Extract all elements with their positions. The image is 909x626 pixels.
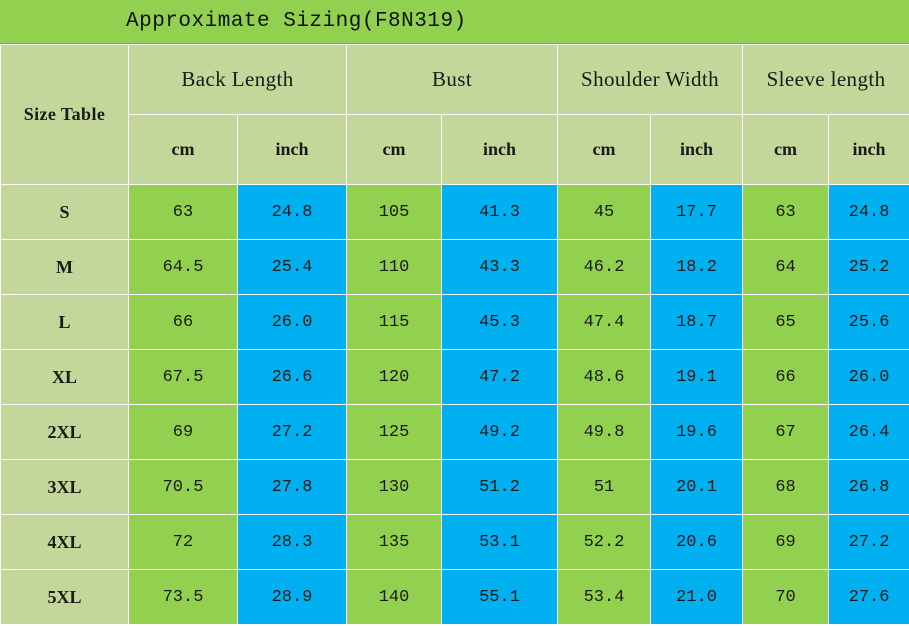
bust-cm-cell: 110: [346, 239, 443, 295]
sleeve-length-cm-cell: 68: [742, 459, 830, 515]
bust-cm-cell: 115: [346, 294, 443, 350]
table-row: XL 67.5 26.6 120 47.2 48.6 19.1 66 26.0: [0, 349, 909, 405]
back-length-cm-cell: 73.5: [128, 569, 238, 625]
back-length-inch-cell: 25.4: [236, 239, 348, 295]
header-unit-row: cm inch cm inch cm inch cm inch: [1, 114, 909, 185]
table-row: S 63 24.8 105 41.3 45 17.7 63 24.8: [0, 184, 909, 240]
shoulder-width-inch-cell: 20.1: [650, 459, 744, 515]
size-label: 4XL: [0, 514, 129, 570]
bust-cm-cell: 120: [346, 349, 443, 405]
size-table-header: Size Table: [0, 44, 129, 185]
unit-header-cm: cm: [557, 114, 652, 185]
table-row: M 64.5 25.4 110 43.3 46.2 18.2 64 25.2: [0, 239, 909, 295]
sleeve-length-cm-cell: 64: [742, 239, 830, 295]
unit-header-inch: inch: [441, 114, 559, 185]
bust-inch-cell: 41.3: [441, 184, 559, 240]
back-length-cm-cell: 70.5: [128, 459, 238, 515]
size-label: 3XL: [0, 459, 129, 515]
unit-header-cm: cm: [742, 114, 830, 185]
header-sleeve-length: Sleeve length: [742, 44, 909, 115]
header-shoulder-width: Shoulder Width: [557, 44, 744, 115]
sleeve-length-inch-cell: 24.8: [828, 184, 909, 240]
table-row: L 66 26.0 115 45.3 47.4 18.7 65 25.6: [0, 294, 909, 350]
bust-inch-cell: 49.2: [441, 404, 559, 460]
sleeve-length-cm-cell: 67: [742, 404, 830, 460]
back-length-cm-cell: 72: [128, 514, 238, 570]
shoulder-width-cm-cell: 45: [557, 184, 652, 240]
shoulder-width-inch-cell: 17.7: [650, 184, 744, 240]
back-length-inch-cell: 26.6: [236, 349, 348, 405]
bust-cm-cell: 105: [346, 184, 443, 240]
sleeve-length-inch-cell: 27.2: [828, 514, 909, 570]
unit-header-inch: inch: [650, 114, 744, 185]
shoulder-width-inch-cell: 19.6: [650, 404, 744, 460]
size-label: 2XL: [0, 404, 129, 460]
bust-inch-cell: 47.2: [441, 349, 559, 405]
shoulder-width-inch-cell: 18.2: [650, 239, 744, 295]
size-label: S: [0, 184, 129, 240]
back-length-inch-cell: 24.8: [236, 184, 348, 240]
bust-cm-cell: 130: [346, 459, 443, 515]
back-length-inch-cell: 26.0: [236, 294, 348, 350]
sleeve-length-inch-cell: 25.2: [828, 239, 909, 295]
back-length-cm-cell: 63: [128, 184, 238, 240]
size-table: Size Table Back Length Bust Shoulder Wid…: [0, 44, 909, 625]
sleeve-length-inch-cell: 25.6: [828, 294, 909, 350]
table-row: 4XL 72 28.3 135 53.1 52.2 20.6 69 27.2: [0, 514, 909, 570]
size-label: XL: [0, 349, 129, 405]
header-bust: Bust: [346, 44, 559, 115]
back-length-cm-cell: 66: [128, 294, 238, 350]
sleeve-length-inch-cell: 26.4: [828, 404, 909, 460]
table-row: 3XL 70.5 27.8 130 51.2 51 20.1 68 26.8: [0, 459, 909, 515]
shoulder-width-inch-cell: 21.0: [650, 569, 744, 625]
sleeve-length-cm-cell: 69: [742, 514, 830, 570]
shoulder-width-cm-cell: 51: [557, 459, 652, 515]
shoulder-width-inch-cell: 20.6: [650, 514, 744, 570]
back-length-inch-cell: 27.8: [236, 459, 348, 515]
bust-cm-cell: 125: [346, 404, 443, 460]
bust-inch-cell: 45.3: [441, 294, 559, 350]
sleeve-length-inch-cell: 27.6: [828, 569, 909, 625]
bust-inch-cell: 51.2: [441, 459, 559, 515]
sleeve-length-cm-cell: 63: [742, 184, 830, 240]
title-bar: Approximate Sizing(F8N319): [0, 0, 909, 44]
shoulder-width-cm-cell: 49.8: [557, 404, 652, 460]
unit-header-inch: inch: [828, 114, 909, 185]
table-row: 5XL 73.5 28.9 140 55.1 53.4 21.0 70 27.6: [0, 569, 909, 625]
shoulder-width-inch-cell: 18.7: [650, 294, 744, 350]
size-label: 5XL: [0, 569, 129, 625]
shoulder-width-cm-cell: 53.4: [557, 569, 652, 625]
back-length-cm-cell: 67.5: [128, 349, 238, 405]
unit-header-inch: inch: [236, 114, 348, 185]
bust-inch-cell: 43.3: [441, 239, 559, 295]
size-label: L: [0, 294, 129, 350]
shoulder-width-cm-cell: 46.2: [557, 239, 652, 295]
sleeve-length-cm-cell: 65: [742, 294, 830, 350]
page-title: Approximate Sizing(F8N319): [126, 10, 467, 33]
bust-inch-cell: 55.1: [441, 569, 559, 625]
shoulder-width-cm-cell: 52.2: [557, 514, 652, 570]
back-length-inch-cell: 28.9: [236, 569, 348, 625]
unit-header-cm: cm: [346, 114, 443, 185]
sleeve-length-inch-cell: 26.8: [828, 459, 909, 515]
shoulder-width-cm-cell: 47.4: [557, 294, 652, 350]
back-length-inch-cell: 27.2: [236, 404, 348, 460]
back-length-cm-cell: 69: [128, 404, 238, 460]
back-length-inch-cell: 28.3: [236, 514, 348, 570]
sleeve-length-cm-cell: 70: [742, 569, 830, 625]
back-length-cm-cell: 64.5: [128, 239, 238, 295]
sleeve-length-cm-cell: 66: [742, 349, 830, 405]
sleeve-length-inch-cell: 26.0: [828, 349, 909, 405]
size-label: M: [0, 239, 129, 295]
header-group-row: Size Table Back Length Bust Shoulder Wid…: [0, 44, 909, 185]
table-row: 2XL 69 27.2 125 49.2 49.8 19.6 67 26.4: [0, 404, 909, 460]
shoulder-width-cm-cell: 48.6: [557, 349, 652, 405]
unit-header-cm: cm: [128, 114, 238, 185]
shoulder-width-inch-cell: 19.1: [650, 349, 744, 405]
header-back-length: Back Length: [127, 44, 348, 115]
bust-cm-cell: 140: [346, 569, 443, 625]
bust-inch-cell: 53.1: [441, 514, 559, 570]
bust-cm-cell: 135: [346, 514, 443, 570]
